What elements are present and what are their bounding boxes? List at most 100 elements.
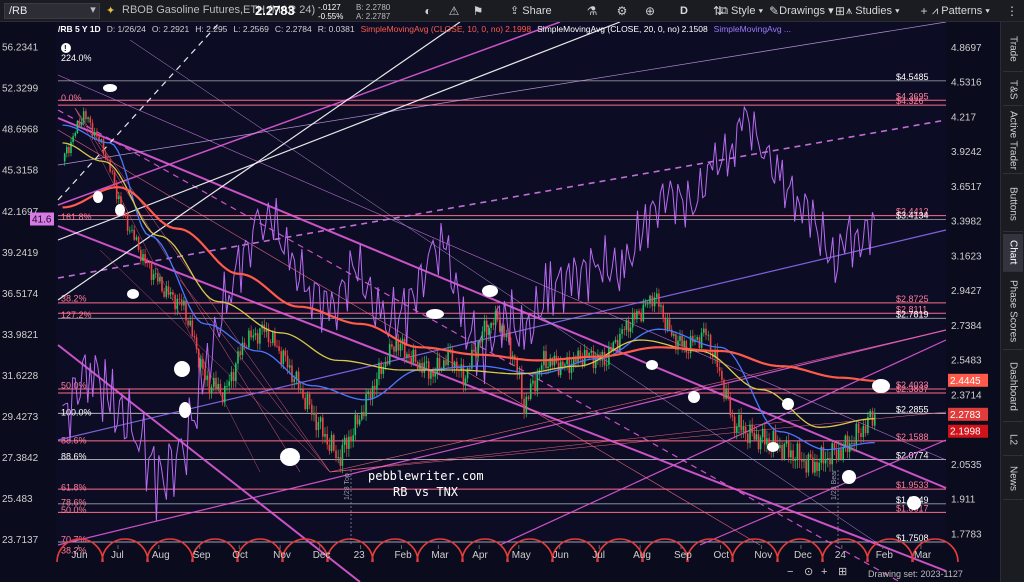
candle-body — [523, 398, 525, 414]
studies-plot-icon[interactable]: ⊞ — [834, 4, 846, 18]
fib-price-label: $2.8111 — [896, 304, 927, 314]
candle-body — [575, 356, 577, 362]
candle-body — [111, 171, 114, 173]
candle-body — [768, 438, 770, 447]
bid-price: B: 2.2780 — [356, 3, 391, 12]
left-axis-tick: 45.3158 — [2, 166, 39, 177]
side-tab-t-s[interactable]: T&S — [1003, 74, 1023, 106]
more-icon[interactable]: ⋮ — [1006, 4, 1018, 18]
cycle-arc — [911, 538, 959, 563]
candle-body — [479, 341, 482, 343]
info-sma-more[interactable]: SimpleMovingAvg ... — [713, 24, 791, 34]
candle-body — [363, 411, 365, 417]
candle-body — [805, 460, 807, 473]
right-axis-tick: 4.8697 — [951, 43, 982, 54]
candle-body — [862, 426, 865, 437]
price-chart[interactable]: $4.5485 $4.3695 $4.326 $3.4412 $3.4134 $2.872… — [0, 22, 1000, 582]
right-axis-tick: 3.3982 — [951, 217, 982, 228]
candle-body — [869, 411, 871, 417]
right-axis-tick: 2.9427 — [951, 286, 982, 297]
candle-body — [466, 367, 469, 379]
patterns-button[interactable]: ⩘ Patterns ▾ — [932, 5, 990, 17]
timeframe-button[interactable]: D — [680, 5, 688, 17]
hot-icon: ✦ — [106, 5, 116, 17]
candle-body — [744, 427, 747, 434]
candle-body — [350, 436, 352, 442]
candle-body — [267, 328, 270, 343]
cycle-arc — [866, 538, 914, 563]
candle-body — [814, 461, 816, 473]
candle-body — [540, 365, 543, 370]
side-tab-trade[interactable]: Trade — [1003, 26, 1023, 72]
phase-icon[interactable]: ◐ — [424, 4, 432, 18]
side-tab-buttons[interactable]: Buttons — [1003, 176, 1023, 232]
candle-body — [755, 434, 758, 440]
symbol-input[interactable]: /RB — [4, 3, 100, 19]
pivot-marker — [688, 391, 700, 403]
info-sma20-value: 2.1508 — [681, 24, 708, 34]
candle-body — [159, 277, 161, 282]
crosshair-icon[interactable]: ⊕ — [644, 4, 656, 18]
candle-body — [197, 349, 200, 368]
candle-body — [373, 385, 376, 390]
style-button[interactable]: ⧉ Style ▾ — [714, 5, 764, 17]
candle-body — [543, 351, 545, 366]
side-tab-active-trader[interactable]: Active Trader — [1003, 108, 1023, 174]
chart-label: /RB 5 Y 1D — [58, 24, 101, 34]
candle-body — [140, 250, 142, 261]
arrows-icon[interactable]: ⇅ — [712, 4, 724, 18]
studies-button[interactable]: ⩚ Studies ▾ — [846, 5, 900, 17]
candle-body — [790, 450, 792, 458]
info-sma10[interactable]: SimpleMovingAvg (CLOSE, 10, 0, no) — [360, 24, 504, 34]
flag-icon[interactable]: ⚑ — [472, 4, 484, 18]
candle-body — [792, 450, 794, 461]
candle-body — [649, 295, 651, 304]
info-sma20[interactable]: SimpleMovingAvg (CLOSE, 20, 0, no) — [537, 24, 680, 34]
chart-canvas[interactable]: $4.5485 $4.3695$4.326 $3.4412$3.4134 $2.872… — [0, 22, 1000, 582]
left-axis-tick: 33.9821 — [2, 330, 39, 341]
candle-body — [397, 340, 400, 351]
candle-body — [200, 359, 202, 368]
left-axis-tick: 31.6228 — [2, 371, 39, 382]
candle-body — [796, 443, 799, 461]
plus-icon[interactable]: + — [920, 4, 928, 18]
left-axis-tick: 23.7137 — [2, 535, 39, 546]
candle-body — [416, 361, 419, 370]
side-tab-phase-scores[interactable]: Phase Scores — [1003, 274, 1023, 350]
trend-line — [57, 344, 361, 582]
candle-body — [286, 355, 289, 368]
candle-body — [176, 298, 179, 310]
candle-body — [215, 377, 217, 390]
drawings-button[interactable]: Drawings ▾ — [770, 0, 833, 22]
side-tab-chart[interactable]: Chart — [1003, 234, 1023, 272]
trend-line — [57, 22, 461, 301]
candle-body — [687, 352, 690, 354]
side-tab-l2[interactable]: L2 — [1003, 424, 1023, 456]
candle-body — [306, 394, 309, 410]
side-tab-dashboard[interactable]: Dashboard — [1003, 352, 1023, 422]
candle-body — [322, 417, 324, 437]
left-axis-tick: 42.1697 — [2, 207, 39, 218]
candle-body — [853, 443, 855, 445]
trend-line — [499, 339, 947, 546]
gear-icon[interactable]: ⚙ — [616, 4, 628, 18]
fib-percent-label: 88.6% — [61, 436, 87, 446]
candle-body — [343, 437, 346, 445]
share-button[interactable]: ⇪ Share — [510, 0, 552, 22]
pivot-marker — [115, 204, 125, 216]
candle-body — [345, 437, 348, 449]
pencil-icon[interactable]: ✎ — [768, 4, 780, 18]
drawings-icon — [770, 5, 779, 17]
candle-body — [224, 386, 226, 403]
candle-body — [408, 354, 410, 358]
candle-body — [235, 363, 237, 381]
candle-body — [66, 147, 68, 154]
alert-icon[interactable]: ⚠ — [448, 4, 460, 18]
sma10-last-tag-bg — [948, 424, 988, 438]
candle-body — [527, 396, 530, 399]
symbol-dropdown-icon[interactable]: ▾ — [90, 4, 96, 16]
zoom-out-icon: − — [787, 566, 793, 578]
side-tab-news[interactable]: News — [1003, 458, 1023, 500]
flask-icon[interactable]: ⚗ — [586, 4, 598, 18]
time-axis-label: 24 — [835, 550, 847, 561]
